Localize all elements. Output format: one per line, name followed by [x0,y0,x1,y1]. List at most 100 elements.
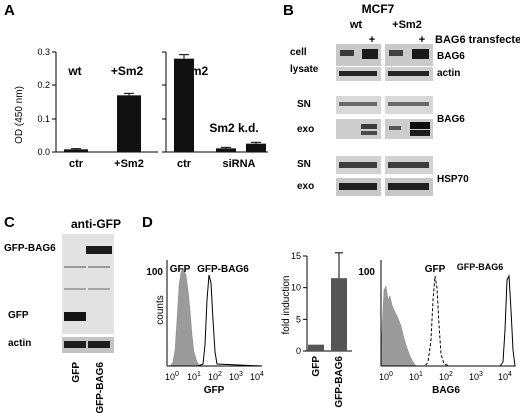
blot-band [64,341,86,348]
hist1-tick: 102 [208,371,222,382]
panel-b-letter: B [283,2,294,19]
panel-b-sm2: +Sm2 [392,19,422,31]
panel-a-ylabel: OD (450 nm) [14,86,25,144]
blot-band [88,266,110,268]
blot-band [362,49,378,59]
blot-band [361,124,377,129]
hist1-label-gfp: GFP [170,264,191,275]
blot-band [64,288,86,290]
hist2-gfp-fill [380,285,417,367]
hist2-ytick-top: 100 [358,267,375,278]
panel-d-histogram-bag6: 100 GFP GFP-BAG6 100 101 102 103 104 BAG… [358,260,516,396]
panel-c-lane-label: GFP [71,362,82,383]
panel-a-ytick: 0.3 [37,47,50,57]
hist1-tick: 101 [187,371,201,382]
panel-a-ytick: 0.0 [37,147,50,157]
panel-a-left-bars [64,92,141,152]
hist2-tick: 101 [409,371,423,382]
panel-a-xtick: ctr [69,158,84,170]
panel-c-actin-label: actin [8,338,31,349]
blot-band [339,71,377,76]
chart-bar [117,95,141,152]
panel-b-exo-label: exo [297,124,314,135]
hist2-xlabel: BAG6 [432,385,460,396]
panel-a-head-wt: wt [67,64,81,78]
blot-band [339,102,377,106]
hist1-xlabel: GFP [204,385,225,396]
chart-bar [216,148,236,152]
panel-b-sn-label: SN [297,99,311,110]
hist2-tick: 104 [498,371,512,382]
blot-band [339,162,377,168]
blot-band [389,50,403,56]
panel-a-ytick: 0.1 [37,114,50,124]
panel-a-ytick: 0.2 [37,80,50,90]
panel-c-lane-label: GFP-BAG6 [95,362,106,413]
fold-bars [308,252,347,351]
blot-band [410,130,430,136]
blot-band [389,126,401,130]
panel-a-right-chart: +Sm2 Sm2 k.d. ctr siRNA [162,51,268,170]
fold-category-label: GFP-BAG6 [334,356,345,408]
hist1-tick: 103 [229,371,243,382]
blot-band [88,341,110,348]
hist2-gfp-bag6-line [445,274,516,367]
hist1-tick: 100 [165,371,179,382]
fold-y-ticks: 0 5 10 15 GFP GFP-BAG6 [291,251,345,408]
blot-band [64,312,86,321]
panel-b-blots [336,44,433,196]
chart-bar [308,344,324,351]
hist1-tick: 104 [250,371,264,382]
panel-b-plus: + [369,34,375,46]
fold-tick-label: 0 [296,346,301,356]
hist2-tick: 103 [469,371,483,382]
panel-b-bag6-label: BAG6 [437,114,465,125]
chart-bar [331,278,347,351]
panel-a-xtick: siRNA [222,158,255,170]
blot-band [412,49,429,59]
panel-b-cell-label: cell [290,47,307,58]
hist1-label-gfp-bag6: GFP-BAG6 [197,264,249,275]
panel-c-title: anti-GFP [71,217,121,231]
blot-band [64,266,86,268]
hist2-label-gfp: GFP [425,264,446,275]
hist1-ylabel: counts [155,295,166,324]
panel-b-plus: + [419,34,425,46]
fold-category-label: GFP [311,356,322,377]
panel-a-annotation: Sm2 k.d. [209,121,258,135]
panel-d-fold-chart: fold induction 0 5 10 15 GFP GFP-BAG6 [281,251,352,408]
hist2-tick: 100 [379,371,393,382]
panel-b-exo-label: exo [297,181,314,192]
panel-d-histogram-gfp: counts 100 GFP GFP-BAG6 100 101 102 103 … [146,260,264,396]
panel-d-letter: D [142,214,153,231]
panel-c-blot [62,234,114,353]
panel-b-cell-line: MCF7 [362,2,395,16]
hist1-gfp-bag6-line [167,274,263,367]
hist1-ticks: 100 101 102 103 104 [165,371,264,382]
fold-tick-label: 15 [291,251,301,261]
blot-band [388,162,429,168]
fold-tick-label: 5 [296,314,301,324]
blot-band [388,71,429,76]
hist2-label-gfp-bag6: GFP-BAG6 [457,262,504,272]
panel-b-transfected: BAG6 transfected [435,34,520,46]
panel-c-letter: C [4,214,15,231]
hist2-tick: 102 [439,371,453,382]
panel-b-wt: wt [349,19,363,31]
fold-tick-label: 10 [291,283,301,293]
blot-band [88,288,110,290]
blot-band [339,183,377,190]
panel-b-cell-label: lysate [290,64,319,75]
chart-bar [174,58,194,152]
blot-band [361,131,377,135]
blot-band [86,246,112,254]
panel-b-sn-label: SN [297,159,311,170]
panel-a-xtick: ctr [177,158,192,170]
panel-a-letter: A [4,2,15,19]
panel-a-head-sm2: +Sm2 [111,64,144,78]
blot-band [388,183,429,190]
panel-c-gfp-label: GFP [8,310,29,321]
panel-b-bag6-label: BAG6 [437,51,465,62]
hist1-ytick-top: 100 [146,267,163,278]
